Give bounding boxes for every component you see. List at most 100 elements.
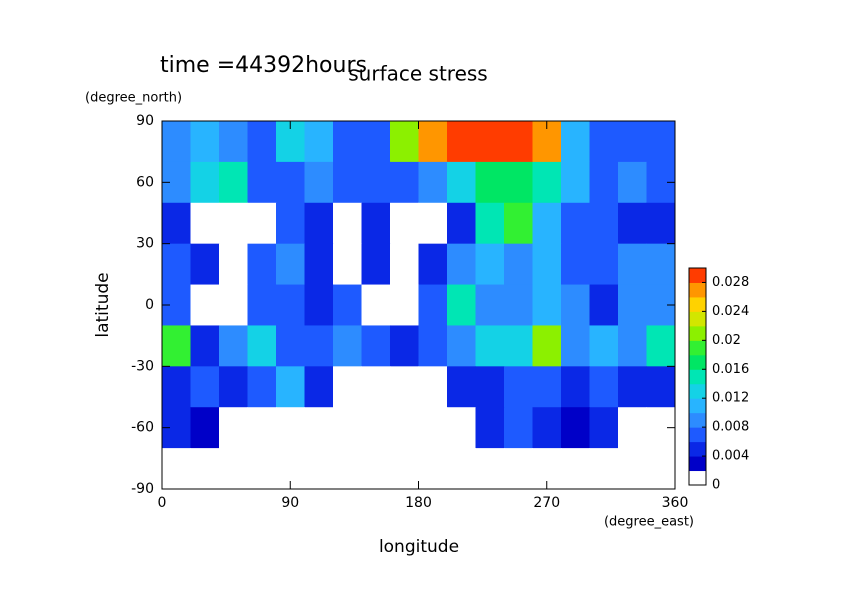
cell <box>504 325 533 367</box>
colorbar-tick-label: 0.028 <box>712 275 749 290</box>
cell <box>618 243 647 286</box>
cell <box>618 366 647 408</box>
cell <box>532 407 562 449</box>
cell <box>589 407 619 449</box>
cell <box>162 202 191 245</box>
cell <box>276 407 305 449</box>
cell <box>418 121 448 163</box>
cell <box>475 366 505 408</box>
cell <box>532 161 562 204</box>
cell <box>532 284 562 326</box>
cell <box>561 325 590 367</box>
y-tick-label: 0 <box>145 297 154 313</box>
x-axis-label: longitude <box>379 537 459 557</box>
colorbar-band <box>689 441 706 457</box>
cell <box>361 161 391 204</box>
cell <box>219 202 248 245</box>
y-tick-label: 90 <box>136 113 154 129</box>
x-tick-label: 0 <box>158 495 167 511</box>
cell <box>333 407 362 449</box>
colorbar-band <box>689 296 706 312</box>
cell <box>247 325 277 367</box>
cell <box>418 325 448 367</box>
cell <box>447 407 476 449</box>
cell <box>589 325 619 367</box>
colorbar-band <box>689 398 706 414</box>
cell <box>447 325 476 367</box>
colorbar-tick-label: 0 <box>712 478 720 493</box>
x-tick-label: 90 <box>281 495 299 511</box>
cell <box>304 202 334 245</box>
cell <box>247 161 277 204</box>
colorbar-band <box>689 354 706 370</box>
cell <box>361 407 391 449</box>
cell <box>361 202 391 245</box>
cell <box>276 366 305 408</box>
cell <box>333 121 362 163</box>
x-tick-label: 360 <box>662 495 689 511</box>
cell <box>361 448 391 490</box>
cell <box>447 448 476 490</box>
cell <box>162 325 191 367</box>
colorbar-band <box>689 325 706 341</box>
cell <box>589 284 619 326</box>
cell <box>561 161 590 204</box>
cell <box>618 202 647 245</box>
cell <box>504 161 533 204</box>
cell <box>190 243 220 286</box>
colorbar-band <box>689 470 706 486</box>
colorbar-band <box>689 311 706 327</box>
cell <box>333 243 362 286</box>
cell <box>162 366 191 408</box>
colorbar-tick-label: 0.012 <box>712 391 749 406</box>
cell <box>646 121 676 163</box>
colorbar-tick-label: 0.016 <box>712 362 749 377</box>
cell <box>504 407 533 449</box>
cell <box>333 284 362 326</box>
cell <box>618 448 647 490</box>
cell <box>561 448 590 490</box>
cell <box>247 121 277 163</box>
cell <box>447 366 476 408</box>
chart-title: surface stress <box>348 62 487 86</box>
cell <box>589 202 619 245</box>
cell <box>390 161 419 204</box>
colorbar-band <box>689 383 706 399</box>
colorbar-band <box>689 427 706 443</box>
cell <box>162 243 191 286</box>
y-tick-label: 60 <box>136 174 154 190</box>
cell <box>190 284 220 326</box>
cell <box>190 448 220 490</box>
cell <box>247 243 277 286</box>
colorbar-frame <box>688 267 707 486</box>
cell <box>504 448 533 490</box>
cell <box>418 407 448 449</box>
cell <box>589 366 619 408</box>
cell <box>504 284 533 326</box>
cell <box>219 243 248 286</box>
cell <box>618 121 647 163</box>
chart-subtitle: time =44392hours <box>160 53 367 78</box>
cell <box>190 202 220 245</box>
colorbar-band <box>689 369 706 385</box>
cell <box>504 202 533 245</box>
cell <box>276 243 305 286</box>
cell <box>304 161 334 204</box>
cell <box>390 121 419 163</box>
cell <box>475 161 505 204</box>
cell <box>532 243 562 286</box>
y-unit: (degree_north) <box>85 91 182 106</box>
cell <box>390 202 419 245</box>
cell <box>361 121 391 163</box>
cell <box>390 366 419 408</box>
cell <box>162 121 191 163</box>
y-tick-label: -90 <box>131 481 154 497</box>
cell <box>532 202 562 245</box>
cell <box>418 284 448 326</box>
cell <box>361 284 391 326</box>
cell <box>219 121 248 163</box>
colorbar-band <box>689 282 706 298</box>
cell <box>219 448 248 490</box>
cell <box>390 284 419 326</box>
